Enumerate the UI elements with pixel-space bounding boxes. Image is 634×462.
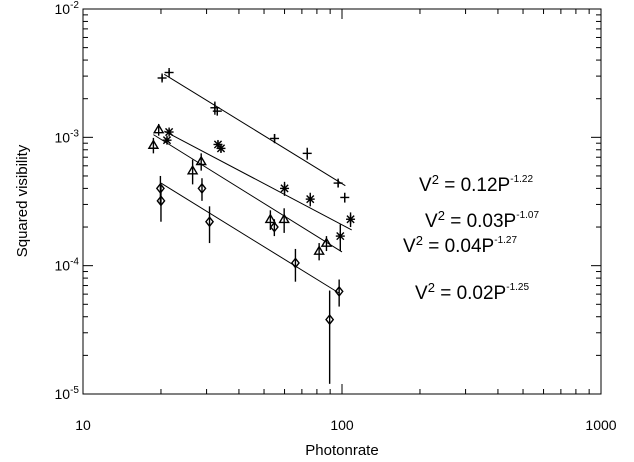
data-points <box>147 68 356 384</box>
y-tick-label: 10-5 <box>55 385 80 402</box>
triangle-point <box>195 153 207 171</box>
asterisk-point <box>346 212 356 228</box>
diamond-point <box>269 219 279 237</box>
plus-point <box>340 192 350 203</box>
fit-equation: V2 = 0.02P-1.25 <box>415 280 529 304</box>
fit-equation: V2 = 0.04P-1.27 <box>403 233 517 257</box>
diamond-point <box>290 248 300 282</box>
triangle-point <box>313 243 325 261</box>
triangle-point <box>278 208 290 233</box>
fit-equation: V2 = 0.12P-1.22 <box>419 172 533 196</box>
diamond-point <box>197 178 207 201</box>
asterisk-point <box>335 224 345 252</box>
x-axis-title: Photonrate <box>305 442 378 459</box>
triangle-point <box>186 159 199 185</box>
fit-line <box>153 134 343 253</box>
fit-equation: V2 = 0.03P-1.07 <box>425 208 539 232</box>
fit-line <box>160 182 339 294</box>
y-tick-label: 10-3 <box>55 128 80 145</box>
asterisk-point <box>164 127 174 137</box>
plus-point <box>212 106 222 116</box>
x-tick-label: 1000 <box>585 417 616 433</box>
diamond-point <box>156 185 166 222</box>
triangle-point <box>147 137 160 154</box>
fit-line <box>164 73 346 187</box>
diamond-point <box>205 206 215 244</box>
asterisk-point <box>216 143 226 153</box>
y-axis-title: Squared visibility <box>14 144 31 257</box>
plus-point <box>270 133 280 144</box>
plus-point <box>157 73 167 83</box>
triangle-point <box>152 123 165 136</box>
y-tick-label: 10-4 <box>55 257 80 274</box>
triangle-point <box>320 236 333 252</box>
axis-ticks <box>82 9 601 395</box>
x-tick-label: 100 <box>330 417 354 433</box>
fit-lines <box>153 73 352 294</box>
diamond-point <box>325 290 335 384</box>
tick-labels: 10 100 1000 10-5 10-4 10-3 10-2 <box>55 0 617 433</box>
diamond-point <box>334 279 344 307</box>
plus-point <box>333 178 343 188</box>
plus-point <box>164 68 174 78</box>
x-tick-label: 10 <box>75 417 91 433</box>
asterisk-point <box>280 181 290 196</box>
asterisk-point <box>305 192 315 207</box>
asterisk-point <box>162 135 172 145</box>
y-tick-label: 10-2 <box>55 0 80 17</box>
plus-point <box>302 147 312 160</box>
fit-line <box>164 130 352 231</box>
